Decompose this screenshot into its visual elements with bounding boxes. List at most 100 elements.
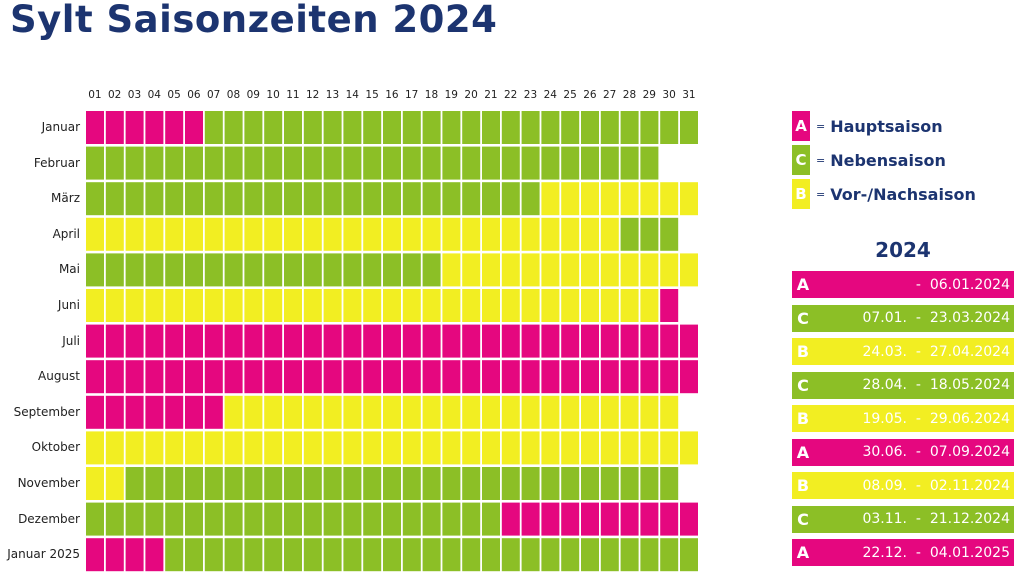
day-cell-B xyxy=(422,217,441,251)
day-number-01: 01 xyxy=(88,89,102,101)
period-dates: 28.04. - 18.05.2024 xyxy=(862,377,1010,393)
day-cell-B xyxy=(462,395,481,429)
day-cell-C xyxy=(264,182,283,216)
day-cell-C xyxy=(561,467,580,500)
day-cell-B xyxy=(244,431,263,465)
legend-equals: = xyxy=(816,153,826,167)
day-cell-C xyxy=(501,467,520,500)
day-cell-A xyxy=(86,324,104,358)
period-code: A xyxy=(796,442,810,462)
day-cell-C xyxy=(185,502,203,536)
day-cell-C xyxy=(224,182,243,216)
day-cell-C xyxy=(541,146,560,180)
day-cell-C xyxy=(244,467,263,500)
day-cell-B xyxy=(442,289,461,322)
day-cell-C xyxy=(422,253,441,287)
day-cell-A xyxy=(541,502,560,536)
day-cell-B xyxy=(521,253,540,287)
day-cell-B xyxy=(402,217,421,251)
day-cell-C xyxy=(462,146,481,180)
day-cell-A xyxy=(462,324,481,358)
month-label: März xyxy=(51,191,80,206)
day-number-02: 02 xyxy=(108,89,122,101)
day-cell-A xyxy=(600,502,619,536)
day-cell-B xyxy=(224,431,243,465)
day-cell-C xyxy=(442,467,461,500)
day-cell-C xyxy=(600,146,619,180)
day-cell-B xyxy=(442,431,461,465)
day-number-06: 06 xyxy=(187,89,201,101)
day-cell-B xyxy=(383,217,401,251)
day-cell-C xyxy=(561,146,580,180)
day-cell-A xyxy=(383,324,401,358)
day-cell-B xyxy=(185,289,203,322)
day-cell-B xyxy=(284,395,302,429)
period-row: C 07.01. - 23.03.2024 xyxy=(792,304,1014,332)
day-cell-B xyxy=(680,253,698,287)
day-cell-C xyxy=(363,111,382,144)
day-cell-C xyxy=(422,111,441,144)
day-cell-B xyxy=(482,395,500,429)
day-cell-C xyxy=(165,467,184,500)
day-cell-B xyxy=(244,395,263,429)
day-cell-B xyxy=(224,395,243,429)
day-cell-C xyxy=(125,146,144,180)
day-cell-C xyxy=(640,146,659,180)
day-cell-B xyxy=(244,289,263,322)
day-cell-B xyxy=(145,217,164,251)
day-cell-A xyxy=(165,395,184,429)
day-cell-B xyxy=(224,289,243,322)
day-cell-A xyxy=(204,360,223,394)
day-cell-C xyxy=(640,111,659,144)
day-cell-A xyxy=(204,324,223,358)
day-cell-B xyxy=(402,431,421,465)
day-cell-B xyxy=(600,431,619,465)
day-cell-B xyxy=(482,253,500,287)
day-cell-B xyxy=(581,431,599,465)
day-cell-C xyxy=(561,111,580,144)
day-cell-C xyxy=(422,467,441,500)
day-cell-C xyxy=(343,538,362,572)
day-cell-C xyxy=(244,502,263,536)
day-cell-C xyxy=(343,502,362,536)
day-cell-B xyxy=(125,431,144,465)
day-cell-B xyxy=(561,253,580,287)
month-label: Juli xyxy=(62,333,80,348)
day-cell-A xyxy=(521,502,540,536)
day-cell-C xyxy=(581,146,599,180)
day-cell-A xyxy=(581,360,599,394)
day-number-25: 25 xyxy=(563,89,577,101)
day-cell-B xyxy=(105,467,124,500)
day-number-27: 27 xyxy=(603,89,617,101)
day-cell-C xyxy=(185,146,203,180)
day-cell-C xyxy=(165,538,184,572)
day-cell-B xyxy=(303,395,322,429)
day-number-14: 14 xyxy=(345,89,359,101)
day-cell-A xyxy=(125,395,144,429)
day-cell-A xyxy=(145,360,164,394)
day-cell-C xyxy=(363,538,382,572)
day-cell-B xyxy=(105,289,124,322)
period-row: B 24.03. - 27.04.2024 xyxy=(792,338,1014,365)
day-cell-C xyxy=(501,538,520,572)
day-cell-C xyxy=(303,467,322,500)
day-cell-C xyxy=(640,217,659,251)
day-cell-A xyxy=(600,324,619,358)
day-cell-C xyxy=(303,182,322,216)
day-cell-B xyxy=(185,431,203,465)
day-cell-C xyxy=(224,538,243,572)
day-cell-C xyxy=(343,182,362,216)
day-number-07: 07 xyxy=(207,89,221,101)
day-cell-B xyxy=(581,253,599,287)
day-cell-C xyxy=(620,146,639,180)
day-cell-C xyxy=(303,111,322,144)
day-cell-A xyxy=(284,324,302,358)
day-cell-A xyxy=(86,538,104,572)
day-cell-B xyxy=(363,395,382,429)
day-cell-B xyxy=(482,431,500,465)
day-cell-B xyxy=(462,289,481,322)
day-number-11: 11 xyxy=(286,89,300,101)
legend-equals: = xyxy=(816,187,826,201)
day-cell-C xyxy=(284,538,302,572)
day-cell-C xyxy=(581,467,599,500)
